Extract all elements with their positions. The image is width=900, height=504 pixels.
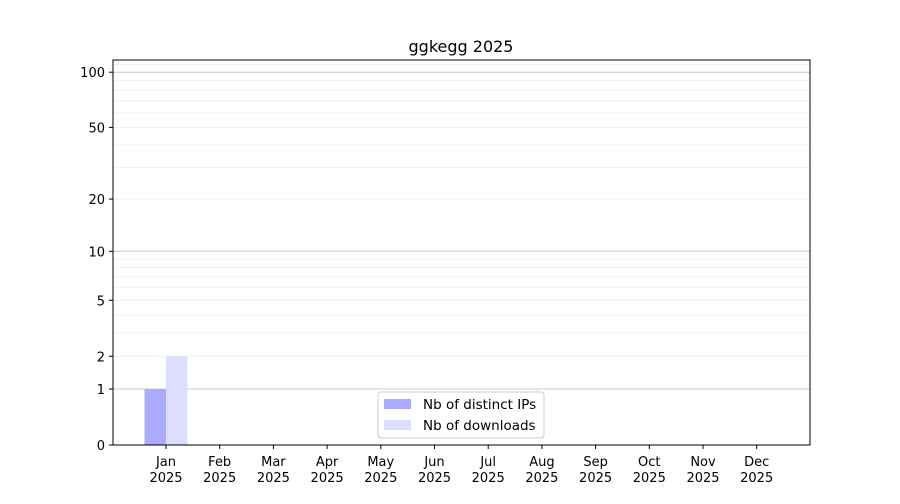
x-tick-label: May bbox=[367, 455, 394, 470]
y-tick-label: 1 bbox=[97, 383, 105, 398]
x-tick-label: Mar bbox=[261, 455, 286, 470]
x-tick-label: Nov bbox=[690, 455, 716, 470]
x-tick-label: Apr bbox=[316, 455, 339, 470]
bar-downloads bbox=[166, 356, 188, 445]
legend-swatch-distinct-ips bbox=[384, 399, 411, 409]
x-tick-label: Jan bbox=[155, 455, 176, 470]
y-tick-label: 20 bbox=[88, 193, 105, 208]
y-tick-label: 5 bbox=[97, 294, 105, 309]
x-tick-label: Jun bbox=[423, 455, 444, 470]
bars bbox=[144, 356, 188, 445]
x-tick-label: Sep bbox=[583, 455, 608, 470]
legend: Nb of distinct IPs Nb of downloads bbox=[377, 391, 545, 439]
legend-swatch-downloads bbox=[384, 420, 411, 430]
y-axis: 0 1 2 5 10 20 50 100 bbox=[80, 66, 113, 454]
y-tick-label: 0 bbox=[97, 439, 105, 454]
legend-box bbox=[377, 391, 545, 439]
x-tick-label: 2025 bbox=[740, 471, 773, 486]
x-axis: Jan2025Feb2025Mar2025Apr2025May2025Jun20… bbox=[149, 445, 773, 486]
x-tick-label: 2025 bbox=[149, 471, 182, 486]
x-tick-label: 2025 bbox=[418, 471, 451, 486]
x-tick-label: 2025 bbox=[364, 471, 397, 486]
y-tick-label: 100 bbox=[80, 66, 105, 81]
chart-title: ggkegg 2025 bbox=[409, 37, 514, 56]
x-tick-label: 2025 bbox=[472, 471, 505, 486]
x-tick-label: 2025 bbox=[633, 471, 666, 486]
grid bbox=[113, 64, 810, 390]
x-tick-label: 2025 bbox=[311, 471, 344, 486]
x-tick-label: 2025 bbox=[257, 471, 290, 486]
x-tick-label: Oct bbox=[638, 455, 660, 470]
bar-distinct-ips bbox=[144, 389, 166, 445]
legend-label-distinct-ips: Nb of distinct IPs bbox=[423, 397, 536, 413]
y-tick-label: 2 bbox=[97, 350, 105, 365]
x-tick-label: Aug bbox=[529, 455, 554, 470]
y-tick-label: 50 bbox=[88, 121, 105, 136]
x-tick-label: Jul bbox=[479, 455, 496, 470]
plot-frame bbox=[112, 59, 811, 446]
x-tick-label: 2025 bbox=[686, 471, 719, 486]
x-tick-label: 2025 bbox=[579, 471, 612, 486]
x-tick-label: 2025 bbox=[525, 471, 558, 486]
x-tick-label: 2025 bbox=[203, 471, 236, 486]
x-tick-label: Dec bbox=[744, 455, 769, 470]
legend-label-downloads: Nb of downloads bbox=[423, 418, 536, 434]
y-tick-label: 10 bbox=[88, 245, 105, 260]
x-tick-label: Feb bbox=[208, 455, 231, 470]
